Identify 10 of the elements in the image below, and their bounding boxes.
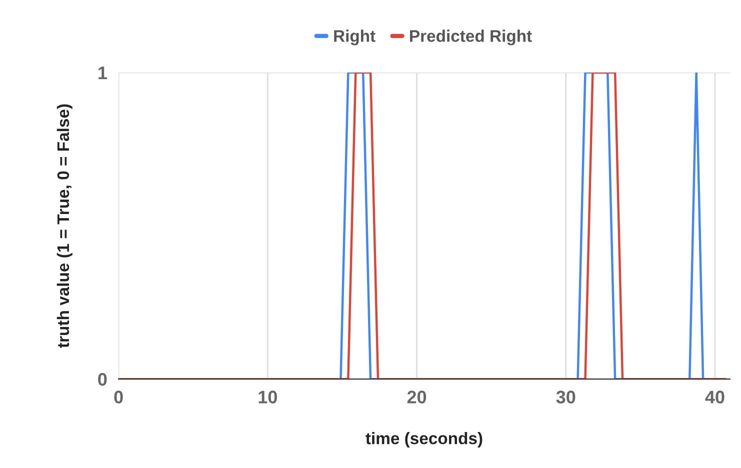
x-tick-label: 10: [258, 390, 277, 404]
y-tick-label: 1: [98, 66, 107, 80]
x-tick-label: 30: [556, 390, 576, 404]
x-tick-label: 0: [114, 390, 123, 404]
y-axis-title: truth value (1 = True, 0 = False): [56, 104, 72, 348]
x-tick-label: 40: [705, 390, 724, 404]
legend-label: Right: [334, 30, 376, 46]
legend-label: Predicted Right: [410, 30, 532, 46]
x-axis-title: time (seconds): [366, 432, 482, 448]
x-tick-label: 20: [407, 390, 426, 404]
